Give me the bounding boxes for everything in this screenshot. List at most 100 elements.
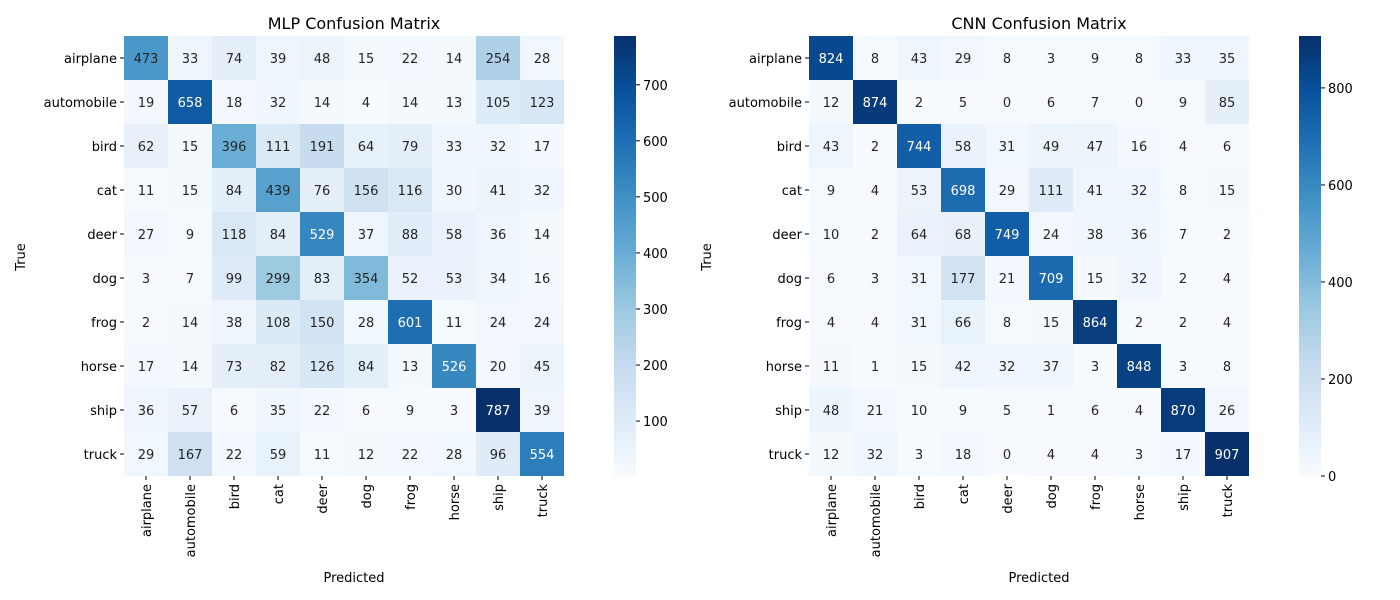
heatmap-cell (1117, 212, 1161, 256)
cell-value-label: 864 (1083, 316, 1108, 331)
cell-value-label: 17 (1175, 448, 1192, 463)
cell-value-label: 38 (1087, 228, 1104, 243)
heatmap-cell (344, 432, 388, 476)
y-tick-label: frog (91, 316, 117, 331)
heatmap-cell (124, 432, 168, 476)
cell-value-label: 156 (354, 184, 379, 199)
heatmap-cell (344, 36, 388, 80)
heatmap-cell (1205, 168, 1249, 212)
heatmap-cell (941, 168, 985, 212)
cell-value-label: 53 (446, 272, 463, 287)
cell-value-label: 28 (534, 52, 551, 67)
heatmap-cell (1161, 124, 1205, 168)
heatmap-cell (985, 432, 1029, 476)
cell-value-label: 4 (1223, 316, 1231, 331)
heatmap-cell (168, 212, 212, 256)
cell-value-label: 167 (178, 448, 203, 463)
cell-value-label: 5 (1003, 404, 1011, 419)
heatmap-cell (432, 432, 476, 476)
cell-value-label: 4 (1179, 140, 1187, 155)
heatmap-cell (432, 300, 476, 344)
heatmap-cell (388, 212, 432, 256)
heatmap-cell (388, 432, 432, 476)
cell-value-label: 3 (142, 272, 150, 287)
heatmap-cell (168, 300, 212, 344)
heatmap-cell (212, 256, 256, 300)
heatmap-cell (1205, 212, 1249, 256)
cell-value-label: 11 (314, 448, 331, 463)
heatmap-cell (476, 256, 520, 300)
cell-value-label: 15 (182, 184, 199, 199)
cell-value-label: 0 (1135, 96, 1143, 111)
heatmap-cell (476, 36, 520, 80)
cell-value-label: 82 (270, 360, 287, 375)
heatmap-cell (853, 124, 897, 168)
heatmap-cell (344, 168, 388, 212)
cell-value-label: 5 (959, 96, 967, 111)
y-tick-labels: airplane automobile bird cat deer dog frog hors… (729, 52, 809, 463)
heatmap-cell (344, 344, 388, 388)
heatmap-cell (520, 300, 564, 344)
cell-value-label: 28 (446, 448, 463, 463)
cell-value-label: 76 (314, 184, 331, 199)
x-tick-label: truck (1221, 484, 1236, 518)
heatmap-cell (853, 300, 897, 344)
heatmap-cell (212, 168, 256, 212)
colorbar-tick-label: 0 (1328, 470, 1336, 485)
cell-value-label: 38 (226, 316, 243, 331)
heatmap-cell (124, 344, 168, 388)
heatmap-cell (941, 432, 985, 476)
heatmap-cell (985, 124, 1029, 168)
cell-value-label: 15 (911, 360, 928, 375)
chart-title: CNN Confusion Matrix (951, 14, 1126, 33)
heatmap-cell (476, 212, 520, 256)
x-axis-label: Predicted (1008, 571, 1069, 586)
cell-value-label: 3 (1091, 360, 1099, 375)
y-tick-label: dog (778, 272, 802, 287)
cell-value-label: 27 (138, 228, 155, 243)
heatmap-cell (1073, 212, 1117, 256)
cell-value-label: 6 (1091, 404, 1099, 419)
heatmap-cell (1117, 300, 1161, 344)
cell-value-label: 177 (951, 272, 976, 287)
cell-value-label: 29 (955, 52, 972, 67)
heatmap-cell (476, 432, 520, 476)
heatmap-cell (941, 80, 985, 124)
heatmap-cell (1205, 388, 1249, 432)
cell-value-label: 12 (823, 96, 840, 111)
cell-value-label: 12 (823, 448, 840, 463)
heatmap-cell (1117, 36, 1161, 80)
x-tick-label: bird (913, 484, 928, 509)
cell-value-label: 32 (999, 360, 1016, 375)
heatmap-cell (897, 124, 941, 168)
cell-value-label: 58 (955, 140, 972, 155)
heatmap-cell (1205, 300, 1249, 344)
x-tick-label: horse (448, 484, 463, 520)
heatmap-cell (124, 124, 168, 168)
cell-value-label: 29 (138, 448, 155, 463)
cell-value-label: 7 (1091, 96, 1099, 111)
cell-value-label: 43 (823, 140, 840, 155)
x-tick-label: ship (492, 484, 507, 511)
heatmap-cell (1205, 256, 1249, 300)
y-tick-label: horse (766, 360, 802, 375)
heatmap-cell (1117, 432, 1161, 476)
heatmap-cell (1161, 300, 1205, 344)
cell-value-label: 3 (871, 272, 879, 287)
cell-value-label: 13 (402, 360, 419, 375)
cell-value-label: 73 (226, 360, 243, 375)
heatmap-cell (520, 124, 564, 168)
cell-value-label: 9 (1179, 96, 1187, 111)
x-tick-label: airplane (140, 484, 155, 537)
cell-value-label: 36 (1131, 228, 1148, 243)
cell-value-label: 64 (911, 228, 928, 243)
heatmap-cell (1073, 36, 1117, 80)
heatmap-cell (256, 256, 300, 300)
cell-value-label: 473 (134, 52, 159, 67)
heatmap-cell (1117, 168, 1161, 212)
cell-value-label: 396 (222, 140, 247, 155)
heatmap-cell (809, 124, 853, 168)
cell-value-label: 68 (955, 228, 972, 243)
